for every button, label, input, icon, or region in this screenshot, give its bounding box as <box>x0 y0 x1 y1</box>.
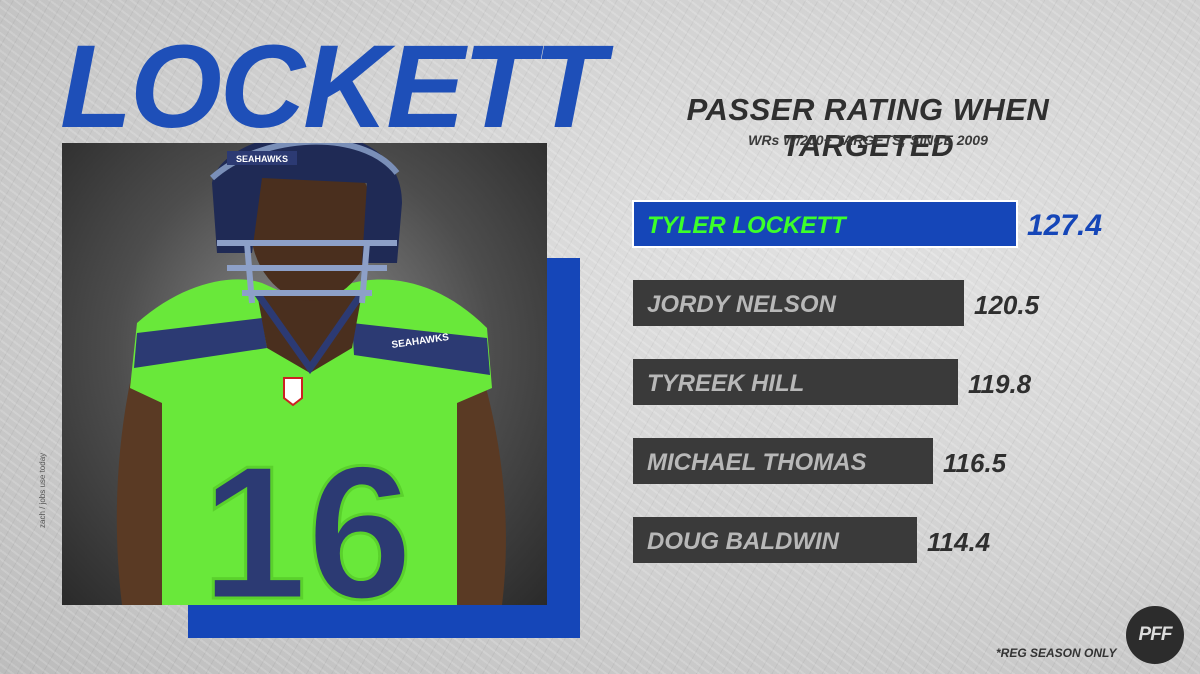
bar-label-0: TYLER LOCKETT <box>647 212 848 239</box>
bar-label-2: TYREEK HILL <box>647 370 804 397</box>
bar-0 <box>632 200 1018 248</box>
bar-value-3: 116.5 <box>943 448 1007 478</box>
bar-value-0: 127.4 <box>1027 209 1102 242</box>
league-shield-icon <box>283 377 303 407</box>
chart-title: PASSER RATING WHEN TARGETED <box>686 92 1050 163</box>
chart-subtitle: WRs W/200+ TARGETS; SINCE 2009 <box>748 132 988 148</box>
helmet-badge <box>227 151 297 165</box>
bar-label-3: MICHAEL THOMAS <box>647 449 867 476</box>
player-photo: 16 SEAHAWKS SEAHAWKS <box>62 143 547 605</box>
bar-value-4: 114.4 <box>927 527 991 557</box>
bar-3 <box>633 438 933 484</box>
bar-value-1: 120.5 <box>974 290 1040 320</box>
bar-label-4: DOUG BALDWIN <box>647 528 840 555</box>
bar-2 <box>633 359 958 405</box>
player-illustration: 16 SEAHAWKS SEAHAWKS <box>116 143 506 605</box>
jersey-number: 16 <box>201 427 412 605</box>
pff-logo: PFF <box>1126 606 1184 664</box>
headline: LOCKETT <box>60 21 605 153</box>
bar-4 <box>633 517 917 563</box>
footnote: *REG SEASON ONLY <box>996 646 1117 660</box>
bar-value-2: 119.8 <box>968 369 1032 399</box>
helmet-wordmark: SEAHAWKS <box>236 154 288 164</box>
bar-1 <box>633 280 964 326</box>
bar-label-1: JORDY NELSON <box>647 291 837 318</box>
